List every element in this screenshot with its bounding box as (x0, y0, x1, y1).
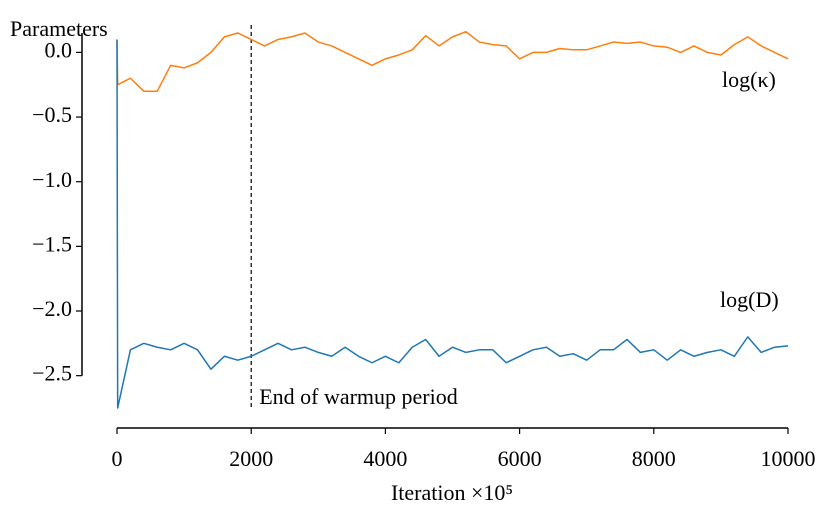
x-axis-label: Iteration ×10⁵ (391, 480, 513, 505)
warmup-label: End of warmup period (259, 384, 458, 409)
y-tick-label: 0.0 (45, 37, 73, 62)
x-tick-label: 2000 (229, 446, 273, 471)
series-line (116, 39, 789, 409)
y-tick-label: −1.5 (32, 231, 72, 256)
x-tick-label: 4000 (363, 446, 407, 471)
y-tick-label: −0.5 (32, 102, 72, 127)
y-tick-label: −2.0 (32, 296, 72, 321)
y-axis-label: Parameters (10, 16, 108, 41)
y-tick-label: −1.0 (32, 167, 72, 192)
series-line (116, 30, 789, 92)
series-label: log(κ) (722, 67, 776, 92)
x-tick-label: 10000 (761, 446, 816, 471)
x-tick-label: 0 (112, 446, 123, 471)
series-label: log(D) (720, 287, 779, 312)
y-tick-label: −2.5 (32, 361, 72, 386)
x-tick-label: 6000 (498, 446, 542, 471)
x-tick-label: 8000 (632, 446, 676, 471)
